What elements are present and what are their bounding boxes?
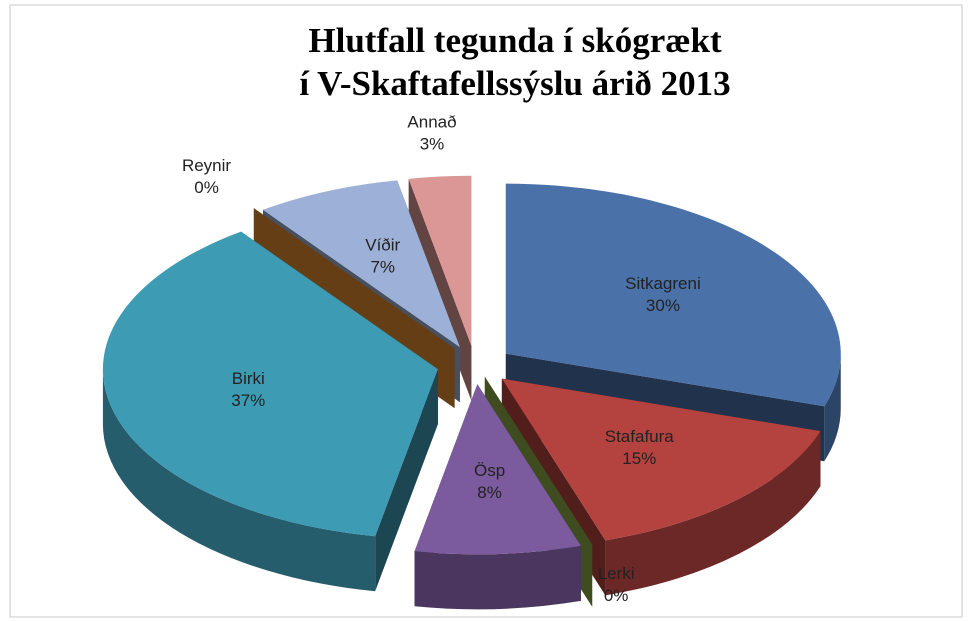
slice-top <box>102 231 438 537</box>
slice <box>102 231 438 592</box>
slice <box>414 384 581 610</box>
chart-title: Hlutfall tegunda í skógrækt <box>308 21 722 60</box>
data-label-name: Birki <box>232 369 265 388</box>
slice-top <box>408 175 472 346</box>
data-label-value: 37% <box>231 391 265 410</box>
data-label-name: Ösp <box>474 461 505 480</box>
data-label-value: 30% <box>646 296 680 315</box>
slice-wall <box>824 353 841 462</box>
chart-title: í V-Skaftafellssýslu árið 2013 <box>299 64 730 103</box>
slice-wall <box>102 369 376 592</box>
slice-top <box>414 384 581 555</box>
data-label-value: 3% <box>420 135 445 154</box>
slice-wall <box>414 545 581 610</box>
data-label-value: 8% <box>477 483 502 502</box>
slice-top <box>505 183 841 407</box>
data-label-name: Stafafura <box>605 427 675 446</box>
data-label-value: 0% <box>194 178 219 197</box>
slice-wall <box>605 431 821 596</box>
slice-top <box>501 378 821 541</box>
data-label-name: Annað <box>407 113 456 132</box>
data-label-value: 0% <box>604 586 629 605</box>
data-label-value: 15% <box>622 449 656 468</box>
data-label-name: Reynir <box>182 156 231 175</box>
data-label-name: Víðir <box>365 235 400 254</box>
slice-top <box>263 180 460 348</box>
data-label-name: Lerki <box>598 564 635 583</box>
slice-side <box>375 369 438 592</box>
data-label-value: 7% <box>370 257 395 276</box>
data-label-name: Sitkagreni <box>625 274 701 293</box>
